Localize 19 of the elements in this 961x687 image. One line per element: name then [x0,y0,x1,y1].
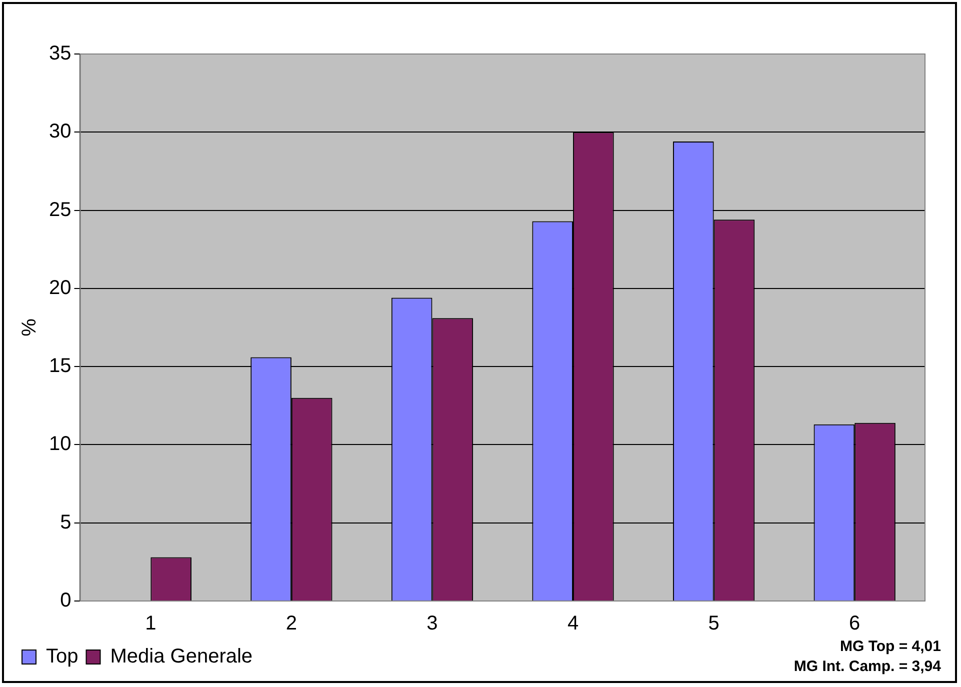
y-axis-title: % [18,318,41,336]
x-tick-label: 4 [567,612,579,635]
y-tick-label: 30 [48,120,72,143]
y-tick-label: 10 [48,433,72,456]
y-tick-label: 25 [48,198,72,221]
y-tick-label: 5 [60,511,72,534]
x-tick-label: 5 [708,612,720,635]
text: MG Top = 4,01 [840,638,941,656]
y-tick-label: 0 [60,590,72,612]
legend-label: Media Generale [110,646,253,668]
y-tick-label: 15 [48,355,72,378]
x-tick-label: 3 [426,612,438,635]
legend-label: Top [46,646,78,668]
y-tick-label: 20 [48,276,72,299]
x-tick-label: 1 [145,612,156,635]
x-tick-label: 6 [849,612,860,635]
y-tick-label: 35 [48,42,72,65]
text: MG Int. Camp. = 3,94 [794,658,942,676]
x-tick-label: 2 [286,612,297,635]
